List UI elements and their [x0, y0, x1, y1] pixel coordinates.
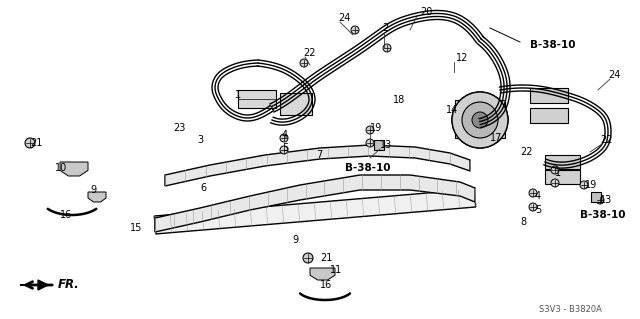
Text: 9: 9	[90, 185, 96, 195]
Text: 17: 17	[490, 133, 502, 143]
Text: 10: 10	[55, 163, 67, 173]
Circle shape	[462, 102, 498, 138]
Circle shape	[303, 253, 313, 263]
FancyBboxPatch shape	[455, 100, 505, 138]
Text: 9: 9	[292, 235, 298, 245]
Circle shape	[366, 139, 374, 147]
Circle shape	[596, 196, 604, 204]
Circle shape	[383, 44, 391, 52]
FancyBboxPatch shape	[374, 140, 384, 150]
Polygon shape	[310, 268, 335, 280]
Circle shape	[462, 102, 498, 138]
Polygon shape	[60, 162, 88, 176]
Text: 3: 3	[197, 135, 203, 145]
Polygon shape	[154, 189, 476, 234]
Circle shape	[529, 203, 537, 211]
Text: S3V3 - B3820A: S3V3 - B3820A	[539, 306, 602, 315]
Text: 24: 24	[608, 70, 620, 80]
Text: 11: 11	[330, 265, 342, 275]
Circle shape	[280, 134, 288, 142]
Circle shape	[551, 179, 559, 187]
Text: 4: 4	[535, 191, 541, 201]
Text: 12: 12	[456, 53, 468, 63]
Text: 6: 6	[200, 183, 206, 193]
Polygon shape	[20, 280, 48, 290]
Text: 8: 8	[520, 217, 526, 227]
Polygon shape	[155, 175, 475, 232]
Circle shape	[351, 26, 359, 34]
Text: B-38-10: B-38-10	[345, 163, 390, 173]
Text: 19: 19	[585, 180, 597, 190]
Text: 13: 13	[600, 195, 612, 205]
Text: 14: 14	[446, 105, 458, 115]
FancyBboxPatch shape	[545, 170, 580, 184]
Text: 7: 7	[316, 150, 323, 160]
Polygon shape	[88, 192, 106, 202]
Text: 13: 13	[380, 140, 392, 150]
Text: 16: 16	[60, 210, 72, 220]
Text: B-38-10: B-38-10	[580, 210, 625, 220]
Circle shape	[472, 112, 488, 128]
Text: 2: 2	[382, 23, 388, 33]
FancyBboxPatch shape	[591, 192, 601, 202]
Circle shape	[472, 112, 488, 128]
Text: 5: 5	[535, 205, 541, 215]
Circle shape	[366, 126, 374, 134]
Polygon shape	[165, 145, 470, 186]
Text: 23: 23	[173, 123, 186, 133]
FancyBboxPatch shape	[280, 93, 312, 115]
Circle shape	[280, 146, 288, 154]
Text: 20: 20	[420, 7, 433, 17]
Circle shape	[529, 189, 537, 197]
Circle shape	[580, 181, 588, 189]
FancyBboxPatch shape	[530, 88, 568, 103]
Text: 22: 22	[520, 147, 532, 157]
Text: 18: 18	[393, 95, 405, 105]
Text: B-38-10: B-38-10	[530, 40, 575, 50]
Circle shape	[25, 138, 35, 148]
Text: FR.: FR.	[58, 278, 80, 292]
Text: 19: 19	[370, 123, 382, 133]
Text: 24: 24	[338, 13, 350, 23]
FancyBboxPatch shape	[530, 108, 568, 123]
Text: 1: 1	[235, 90, 241, 100]
Text: 1: 1	[555, 168, 561, 178]
Text: 21: 21	[30, 138, 42, 148]
Text: 4: 4	[282, 130, 288, 140]
Text: 16: 16	[320, 280, 332, 290]
Text: 22: 22	[303, 48, 316, 58]
Circle shape	[452, 92, 508, 148]
Circle shape	[551, 166, 559, 174]
Circle shape	[300, 59, 308, 67]
Text: 21: 21	[320, 253, 332, 263]
Circle shape	[452, 92, 508, 148]
Text: 5: 5	[282, 143, 288, 153]
Text: 22: 22	[600, 135, 612, 145]
FancyBboxPatch shape	[238, 90, 276, 108]
Text: 15: 15	[130, 223, 142, 233]
FancyBboxPatch shape	[545, 155, 580, 169]
